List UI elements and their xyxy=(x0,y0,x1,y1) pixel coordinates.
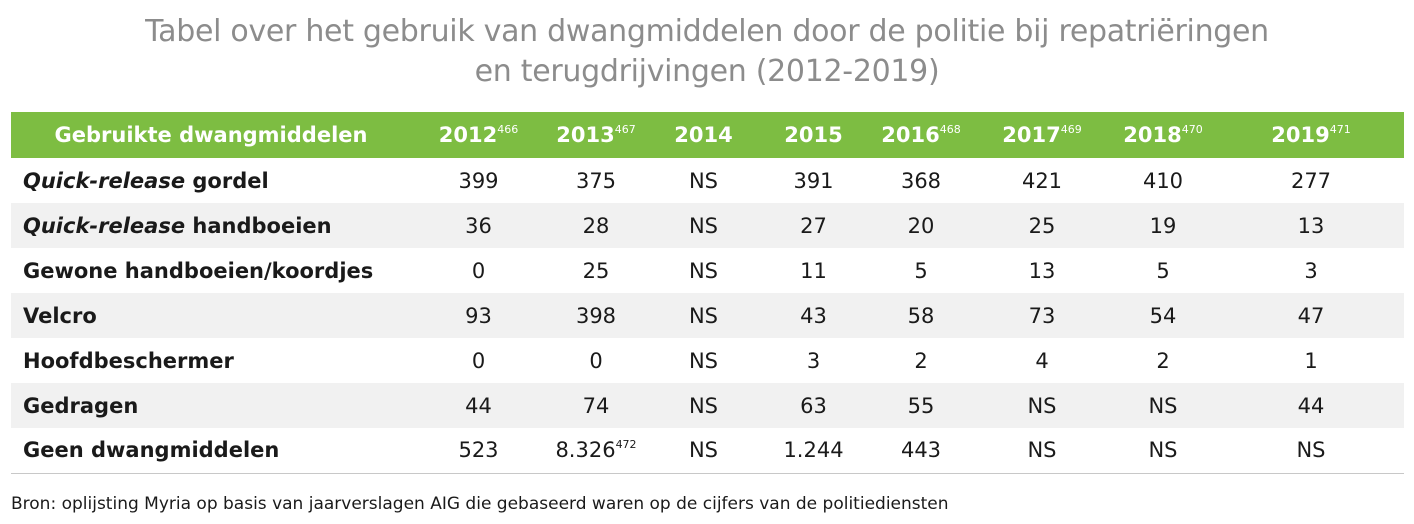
header-year: 2016468 xyxy=(881,123,961,147)
table-cell: NS xyxy=(1148,393,1178,418)
table-cell: 3 xyxy=(806,348,821,373)
title-line-2: en terugdrijvingen (2012-2019) xyxy=(474,54,940,89)
row-label: Gewone handboeien/koordjes xyxy=(11,248,411,293)
table-cell: 25 xyxy=(582,258,610,283)
row-label: Hoofdbeschermer xyxy=(11,338,411,383)
table-cell: 277 xyxy=(1290,168,1332,193)
row-label: Quick-release gordel xyxy=(11,158,411,203)
table-cell: 5 xyxy=(914,258,928,283)
table-cell: 73 xyxy=(1028,303,1056,328)
table-cell: 2 xyxy=(914,348,928,373)
table-cell: 1 xyxy=(1304,348,1318,373)
table-cell: 47 xyxy=(1297,303,1325,328)
table-cell: 0 xyxy=(589,348,603,373)
table-row: Geen dwangmiddelen 523 8.326472 NS 1.244 443 N… xyxy=(11,428,1404,473)
table-cell: NS xyxy=(688,168,719,193)
table-cell: 8.326472 xyxy=(555,438,637,463)
table-cell: 54 xyxy=(1149,303,1177,328)
table-row: Velcro 93 398 NS 43 58 73 54 47 xyxy=(11,293,1404,338)
table-cell: NS xyxy=(1148,438,1178,463)
table-cell: 28 xyxy=(582,213,610,238)
header-year: 2018470 xyxy=(1123,123,1203,147)
table-cell: 410 xyxy=(1142,168,1184,193)
row-label-text: Hoofdbeschermer xyxy=(23,348,234,373)
table-cell: 1.244 xyxy=(783,438,844,463)
table-cell: NS xyxy=(688,258,719,283)
table-cell: 93 xyxy=(465,303,492,328)
header-year: 2013467 xyxy=(556,123,636,147)
row-label-italic: Quick-release xyxy=(23,213,186,238)
table-cell: 391 xyxy=(793,168,834,193)
source-note: Bron: oplijsting Myria op basis van jaar… xyxy=(11,494,949,514)
table-cell: 5 xyxy=(1156,258,1170,283)
header-year: 2012466 xyxy=(438,123,519,147)
table-cell: NS xyxy=(688,393,719,418)
table-cell: NS xyxy=(688,348,719,373)
row-label-text: gordel xyxy=(185,168,269,193)
row-label-text: Velcro xyxy=(23,303,97,328)
table-cell: 368 xyxy=(900,168,942,193)
header-year: 2017469 xyxy=(1002,123,1082,147)
table-cell: NS xyxy=(1296,438,1326,463)
table-cell: 36 xyxy=(465,213,492,238)
table-cell: 0 xyxy=(471,258,486,283)
row-label: Velcro xyxy=(11,293,411,338)
table-cell: 2 xyxy=(1156,348,1170,373)
table-row: Gedragen 44 74 NS 63 55 NS NS 44 xyxy=(11,383,1404,428)
table-cell: 375 xyxy=(575,168,617,193)
table-cell: 74 xyxy=(582,393,610,418)
table-cell: 523 xyxy=(458,438,499,463)
table-cell: 13 xyxy=(1028,258,1056,283)
table-cell: 63 xyxy=(800,393,827,418)
table-cell: 4 xyxy=(1035,348,1049,373)
header-year: 2015 xyxy=(784,123,843,147)
table-cell: 11 xyxy=(800,258,827,283)
table-cell: 44 xyxy=(1297,393,1325,418)
table-cell: 13 xyxy=(1297,213,1325,238)
table-cell: 421 xyxy=(1021,168,1063,193)
table-cell: 44 xyxy=(465,393,492,418)
table-cell: 43 xyxy=(800,303,827,328)
header-label: Gebruikte dwangmiddelen xyxy=(54,123,368,147)
table-row: Gewone handboeien/koordjes 0 25 NS 11 5 13 5 3 xyxy=(11,248,1404,293)
title-line-1: Tabel over het gebruik van dwangmiddelen… xyxy=(145,14,1269,49)
table-cell: 27 xyxy=(800,213,827,238)
row-label-italic: Quick-release xyxy=(23,168,186,193)
row-label-text: Gedragen xyxy=(23,393,139,418)
row-label: Quick-release handboeien xyxy=(11,203,411,248)
row-label-text: Geen dwangmiddelen xyxy=(23,438,280,463)
header-year: 2014 xyxy=(674,123,733,147)
header-year: 2019471 xyxy=(1271,123,1351,147)
table-cell: NS xyxy=(1027,393,1057,418)
footnote-ref: 472 xyxy=(615,438,637,452)
table-cell: NS xyxy=(688,438,719,463)
row-label: Geen dwangmiddelen xyxy=(11,428,411,473)
row-label-text: handboeien xyxy=(185,213,332,238)
table-row: Quick-release gordel 399 375 NS 391 368 421 410… xyxy=(11,158,1404,203)
table-cell: 399 xyxy=(458,168,499,193)
table-cell: NS xyxy=(688,303,719,328)
row-label: Gedragen xyxy=(11,383,411,428)
table-cell: 0 xyxy=(471,348,486,373)
coercive-measures-table: Gebruikte dwangmiddelen 2012466 2013467 … xyxy=(11,112,1404,474)
row-label-text: Gewone handboeien/koordjes xyxy=(23,258,374,283)
table-cell: 20 xyxy=(907,213,935,238)
table-cell: 19 xyxy=(1149,213,1177,238)
table-cell: 443 xyxy=(900,438,942,463)
table-cell: 398 xyxy=(575,303,617,328)
table-row: Quick-release handboeien 36 28 NS 27 20 25 19 13 xyxy=(11,203,1404,248)
table-cell: 58 xyxy=(907,303,935,328)
table-cell: NS xyxy=(1027,438,1057,463)
table-row: Hoofdbeschermer 0 0 NS 3 2 4 2 1 xyxy=(11,338,1404,383)
table-cell: NS xyxy=(688,213,719,238)
table-cell: 25 xyxy=(1028,213,1056,238)
table-header-row: Gebruikte dwangmiddelen 2012466 2013467 … xyxy=(11,112,1404,158)
table-cell: 55 xyxy=(907,393,935,418)
page-title: Tabel over het gebruik van dwangmiddelen… xyxy=(0,12,1414,92)
table-cell: 3 xyxy=(1304,258,1318,283)
